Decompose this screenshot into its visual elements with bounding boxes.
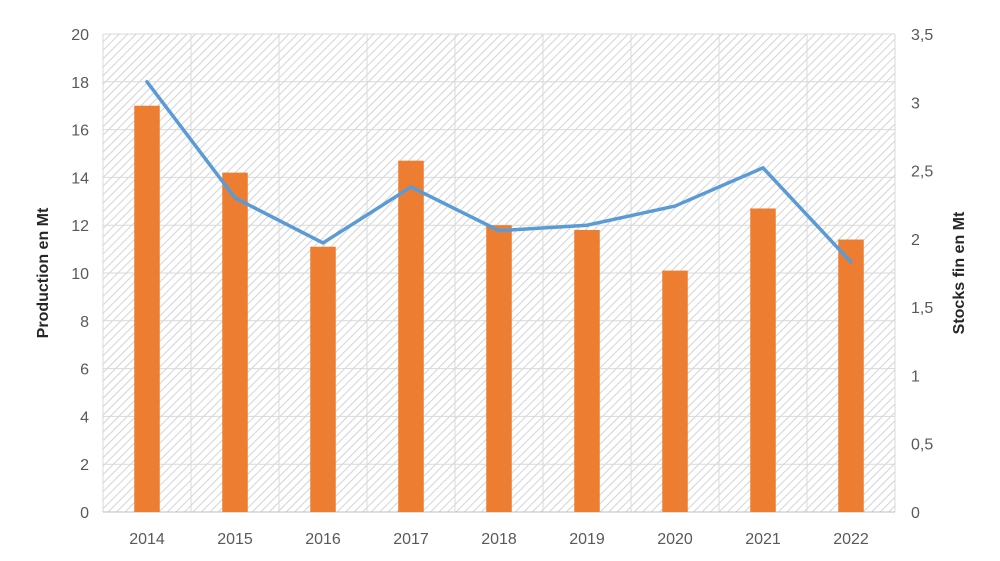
x-tick-label: 2014 — [129, 531, 165, 548]
bar — [398, 160, 424, 513]
line-point — [761, 166, 765, 170]
bar — [310, 246, 336, 512]
y-axis-title: Production en Mt — [35, 207, 52, 338]
line-point — [321, 241, 325, 245]
y2-tick-label: 1,5 — [911, 300, 933, 317]
y-tick-label: 2 — [80, 457, 89, 474]
bar — [662, 270, 688, 512]
y2-tick-label: 2,5 — [911, 164, 933, 181]
y2-axis-title: Stocks fin en Mt — [951, 211, 968, 334]
bar — [838, 239, 864, 513]
y2-tick-label: 0,5 — [911, 437, 933, 454]
production-bars — [134, 105, 864, 513]
x-tick-label: 2021 — [745, 531, 781, 548]
y2-tick-label: 3 — [911, 95, 920, 112]
bar — [134, 105, 160, 512]
line-point — [585, 223, 589, 227]
x-tick-label: 2016 — [305, 531, 341, 548]
y-tick-label: 10 — [71, 266, 89, 283]
x-tick-label: 2015 — [217, 531, 253, 548]
line-point — [849, 260, 853, 264]
y-tick-label: 14 — [71, 170, 89, 187]
line-point — [673, 204, 677, 208]
y-tick-label: 20 — [71, 27, 89, 44]
y-tick-label: 18 — [71, 75, 89, 92]
line-point — [233, 196, 237, 200]
y2-tick-label: 3,5 — [911, 27, 933, 44]
y2-tick-label: 1 — [911, 368, 920, 385]
x-tick-label: 2022 — [833, 531, 869, 548]
axis-tick-labels: 0 2 4 6 8 10 12 14 16 18 20 0 0,5 1 1,5 2 2,5 3 3,5 2014 201… — [71, 27, 933, 548]
x-tick-label: 2020 — [657, 531, 693, 548]
y-tick-label: 16 — [71, 123, 89, 140]
x-tick-label: 2018 — [481, 531, 517, 548]
y2-tick-label: 0 — [911, 505, 920, 522]
y-tick-label: 6 — [80, 362, 89, 379]
y-tick-label: 4 — [80, 409, 89, 426]
bar — [574, 229, 600, 513]
line-point — [497, 229, 501, 233]
stocks-line-series — [145, 80, 853, 264]
bar — [486, 225, 512, 512]
y-tick-label: 0 — [80, 505, 89, 522]
x-tick-label: 2019 — [569, 531, 605, 548]
line-point — [145, 80, 149, 84]
y2-tick-label: 2 — [911, 232, 920, 249]
y-tick-label: 12 — [71, 218, 89, 235]
bar — [222, 172, 248, 512]
bar — [750, 208, 776, 512]
y-tick-label: 8 — [80, 314, 89, 331]
line-point — [409, 185, 413, 189]
x-tick-label: 2017 — [393, 531, 429, 548]
